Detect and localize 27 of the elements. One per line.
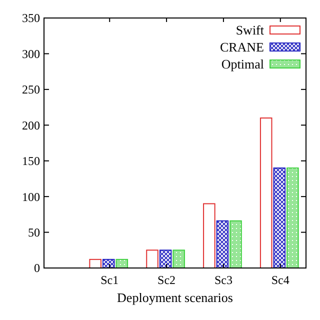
bar	[260, 118, 272, 268]
x-tick-label: Sc4	[271, 273, 290, 287]
bar	[146, 250, 158, 268]
bar	[89, 258, 102, 268]
y-tick-label: 250	[22, 82, 40, 97]
y-tick-label: 300	[22, 46, 40, 61]
bar	[286, 168, 299, 268]
legend-label: CRANE	[220, 40, 264, 55]
x-tick-label: Sc3	[214, 273, 232, 287]
y-tick-label: 50	[28, 225, 40, 240]
y-tick-label: 350	[22, 11, 40, 26]
legend-label: Swift	[236, 22, 264, 38]
y-tick-label: 100	[22, 190, 40, 204]
bar	[159, 250, 172, 268]
bar	[203, 203, 216, 268]
bar	[102, 258, 115, 268]
bar	[172, 250, 185, 268]
y-tick-label: 150	[22, 154, 40, 168]
bar	[230, 220, 242, 268]
x-axis-title: Deployment scenarios	[117, 290, 233, 305]
bar	[273, 168, 286, 268]
y-tick-label: 0	[34, 261, 40, 276]
x-tick-label: Sc2	[158, 273, 176, 287]
y-tick-label: 200	[22, 118, 40, 132]
legend-label: Optimal	[221, 56, 264, 72]
bar	[216, 220, 229, 268]
x-tick-label: Sc1	[100, 273, 119, 287]
